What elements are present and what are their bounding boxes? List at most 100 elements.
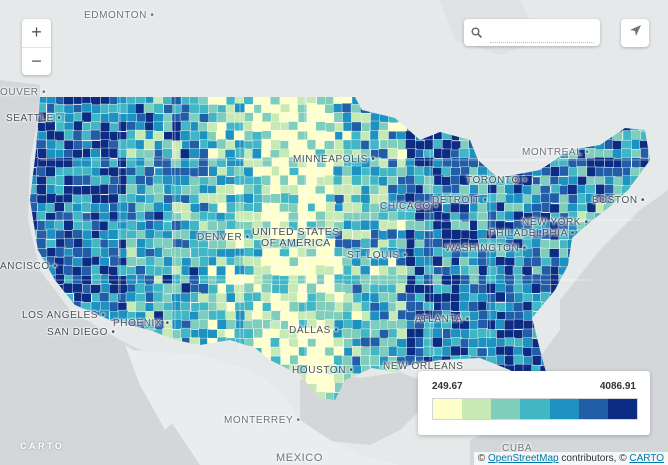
county-cell[interactable] [134, 175, 146, 186]
county-cell[interactable] [162, 238, 174, 249]
county-cell[interactable] [90, 175, 101, 187]
county-cell[interactable] [513, 318, 525, 330]
county-cell[interactable] [396, 328, 408, 340]
county-cell[interactable] [585, 184, 596, 195]
county-cell[interactable] [341, 184, 353, 195]
county-cell[interactable] [540, 247, 551, 259]
county-cell[interactable] [234, 264, 245, 276]
county-cell[interactable] [252, 148, 263, 159]
county-cell[interactable] [324, 131, 336, 143]
county-cell[interactable] [216, 293, 227, 304]
county-cell[interactable] [396, 319, 407, 330]
county-cell[interactable] [171, 319, 183, 330]
county-cell[interactable] [143, 102, 155, 114]
county-cell[interactable] [576, 166, 588, 177]
county-cell[interactable] [261, 138, 272, 150]
county-cell[interactable] [98, 203, 110, 214]
county-cell[interactable] [270, 139, 281, 150]
county-cell[interactable] [333, 346, 345, 357]
county-cell[interactable] [351, 184, 363, 196]
county-cell[interactable] [91, 194, 102, 205]
county-cell[interactable] [350, 139, 362, 151]
county-cell[interactable] [198, 247, 209, 258]
county-cell[interactable] [125, 291, 137, 303]
county-cell[interactable] [226, 202, 237, 214]
zoom-out-button[interactable]: − [22, 47, 51, 76]
county-cell[interactable] [225, 264, 236, 276]
county-cell[interactable] [63, 157, 74, 168]
county-cell[interactable] [251, 121, 263, 133]
county-cell[interactable] [206, 220, 218, 232]
locate-button[interactable] [621, 19, 649, 47]
county-cell[interactable] [64, 237, 75, 249]
carto-link[interactable]: CARTO [629, 453, 664, 464]
county-cell[interactable] [243, 193, 254, 204]
county-cell[interactable] [288, 292, 299, 304]
county-cell[interactable] [495, 319, 506, 330]
county-cell[interactable] [279, 256, 290, 267]
county-cell[interactable] [243, 184, 254, 195]
county-cell[interactable] [342, 301, 353, 313]
county-cell[interactable] [315, 292, 327, 303]
county-cell[interactable] [369, 184, 380, 196]
county-cell[interactable] [423, 247, 434, 258]
county-cell[interactable] [387, 147, 399, 159]
county-cell[interactable] [72, 130, 84, 141]
county-cell[interactable] [468, 338, 479, 349]
county-cell[interactable] [190, 203, 201, 214]
county-cell[interactable] [243, 166, 254, 178]
county-cell[interactable] [370, 320, 381, 331]
county-cell[interactable] [37, 148, 48, 159]
county-cell[interactable] [54, 202, 65, 213]
county-cell[interactable] [351, 112, 362, 124]
county-cell[interactable] [243, 328, 254, 340]
county-cell[interactable] [63, 175, 75, 186]
county-cell[interactable] [478, 310, 490, 321]
county-cell[interactable] [424, 175, 435, 187]
county-cell[interactable] [414, 174, 425, 186]
county-cell[interactable] [504, 210, 515, 222]
county-cell[interactable] [414, 327, 426, 339]
county-cell[interactable] [640, 147, 651, 159]
county-cell[interactable] [253, 301, 264, 312]
county-cell[interactable] [378, 129, 389, 141]
county-cell[interactable] [125, 238, 137, 249]
county-cell[interactable] [531, 237, 542, 249]
county-cell[interactable] [179, 247, 191, 259]
county-cell[interactable] [314, 310, 326, 321]
county-cell[interactable] [134, 129, 146, 141]
county-cell[interactable] [369, 310, 380, 322]
county-cell[interactable] [324, 383, 335, 394]
county-cell[interactable] [360, 238, 371, 249]
county-cell[interactable] [315, 193, 327, 205]
county-cell[interactable] [486, 283, 497, 294]
county-cell[interactable] [108, 247, 119, 258]
county-cell[interactable] [432, 327, 443, 339]
county-cell[interactable] [216, 193, 228, 205]
county-cell[interactable] [125, 184, 137, 195]
county-cell[interactable] [234, 328, 245, 339]
county-cell[interactable] [72, 283, 83, 294]
county-cell[interactable] [252, 319, 263, 330]
county-cell[interactable] [387, 139, 398, 150]
county-cell[interactable] [62, 193, 74, 205]
county-cell[interactable] [198, 265, 209, 277]
county-cell[interactable] [378, 148, 389, 160]
county-cell[interactable] [315, 256, 327, 267]
county-cell[interactable] [189, 194, 200, 205]
county-cell[interactable] [144, 157, 155, 169]
county-cell[interactable] [370, 166, 381, 177]
county-cell[interactable] [81, 275, 92, 286]
search-input[interactable] [490, 22, 594, 43]
county-cell[interactable] [198, 319, 210, 330]
county-cell[interactable] [270, 175, 281, 187]
county-cell[interactable] [325, 201, 337, 213]
county-cell[interactable] [287, 282, 299, 294]
county-cell[interactable] [117, 265, 128, 276]
county-cell[interactable] [270, 310, 282, 321]
county-cell[interactable] [253, 328, 265, 339]
county-cell[interactable] [487, 193, 498, 204]
county-cell[interactable] [188, 266, 200, 278]
county-cell[interactable] [72, 257, 83, 269]
county-cell[interactable] [98, 220, 110, 232]
